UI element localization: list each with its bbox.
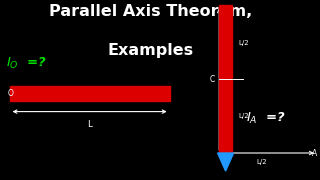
Bar: [219, 5, 232, 153]
Text: O: O: [8, 89, 14, 98]
Text: A: A: [312, 149, 317, 158]
Text: $I_O$  =?: $I_O$ =?: [6, 55, 48, 71]
Text: L: L: [87, 120, 92, 129]
Bar: [10, 86, 170, 101]
Text: L/2: L/2: [238, 113, 249, 119]
Text: Parallel Axis Theorem,: Parallel Axis Theorem,: [49, 4, 252, 19]
Text: $I_A$  =?: $I_A$ =?: [246, 111, 287, 126]
Text: C: C: [209, 75, 214, 84]
Text: Examples: Examples: [107, 43, 194, 58]
Text: L/2: L/2: [256, 159, 267, 165]
Text: L/2: L/2: [238, 40, 249, 46]
Polygon shape: [218, 153, 234, 171]
